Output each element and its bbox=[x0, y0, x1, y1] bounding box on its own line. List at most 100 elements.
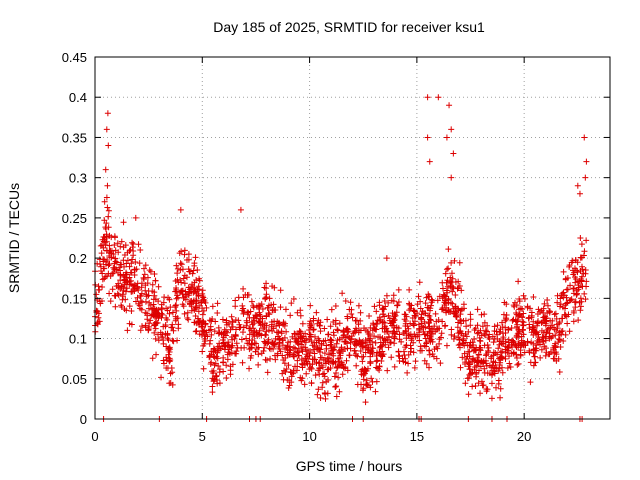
data-point bbox=[557, 344, 564, 351]
x-axis-label: GPS time / hours bbox=[296, 458, 403, 474]
data-point bbox=[155, 306, 162, 313]
data-point bbox=[387, 320, 394, 327]
data-point bbox=[248, 344, 255, 351]
data-point bbox=[465, 328, 472, 335]
data-point bbox=[98, 298, 105, 305]
data-point bbox=[255, 361, 262, 368]
data-point bbox=[190, 267, 197, 274]
data-point bbox=[297, 328, 304, 335]
data-point bbox=[310, 326, 317, 333]
data-point bbox=[478, 311, 485, 318]
data-point bbox=[214, 355, 221, 362]
data-point bbox=[209, 389, 216, 396]
data-point bbox=[556, 329, 563, 336]
data-point bbox=[426, 347, 433, 354]
data-point bbox=[436, 336, 443, 343]
data-point bbox=[429, 330, 436, 337]
data-point bbox=[421, 318, 428, 325]
data-point bbox=[246, 325, 253, 332]
data-point bbox=[349, 314, 356, 321]
data-point bbox=[338, 359, 345, 366]
y-tick-label: 0.15 bbox=[62, 291, 87, 306]
data-point bbox=[256, 309, 263, 316]
data-point bbox=[578, 263, 585, 270]
data-point bbox=[363, 377, 370, 384]
data-point bbox=[159, 331, 166, 338]
data-point bbox=[332, 303, 339, 310]
data-point bbox=[526, 347, 533, 354]
data-point bbox=[380, 319, 387, 326]
data-point bbox=[236, 321, 243, 328]
data-point bbox=[109, 286, 116, 293]
data-point bbox=[371, 303, 378, 310]
data-point bbox=[376, 334, 383, 341]
data-point bbox=[209, 383, 216, 390]
data-point bbox=[373, 353, 380, 360]
data-point bbox=[301, 337, 308, 344]
data-point bbox=[315, 335, 322, 342]
data-point bbox=[499, 369, 506, 376]
data-point bbox=[333, 393, 340, 400]
data-point bbox=[488, 395, 495, 402]
data-point bbox=[103, 126, 110, 133]
data-point bbox=[543, 329, 550, 336]
data-point bbox=[496, 338, 503, 345]
data-point bbox=[261, 344, 268, 351]
y-axis-label: SRMTID / TECUs bbox=[6, 183, 22, 293]
data-point bbox=[132, 214, 139, 221]
data-point bbox=[239, 359, 246, 366]
data-point bbox=[321, 325, 328, 332]
data-point bbox=[117, 272, 124, 279]
data-point bbox=[279, 370, 286, 377]
data-point bbox=[346, 352, 353, 359]
data-point bbox=[544, 302, 551, 309]
data-point bbox=[469, 355, 476, 362]
data-point bbox=[246, 314, 253, 321]
data-point bbox=[461, 360, 468, 367]
data-point bbox=[568, 296, 575, 303]
data-point bbox=[227, 363, 234, 370]
data-point bbox=[248, 298, 255, 305]
data-point bbox=[263, 291, 270, 298]
data-point bbox=[347, 345, 354, 352]
data-point bbox=[497, 394, 504, 401]
data-point bbox=[426, 312, 433, 319]
data-point bbox=[485, 349, 492, 356]
data-point bbox=[538, 319, 545, 326]
data-point bbox=[369, 338, 376, 345]
data-point bbox=[152, 325, 159, 332]
data-point bbox=[571, 285, 578, 292]
data-point bbox=[488, 380, 495, 387]
data-point bbox=[151, 270, 158, 277]
data-point bbox=[481, 342, 488, 349]
data-point bbox=[239, 329, 246, 336]
data-point bbox=[100, 238, 107, 245]
data-point bbox=[214, 300, 221, 307]
data-point bbox=[500, 311, 507, 318]
data-point bbox=[164, 330, 171, 337]
data-point bbox=[417, 347, 424, 354]
data-point bbox=[412, 358, 419, 365]
data-point bbox=[313, 309, 320, 316]
data-point bbox=[516, 306, 523, 313]
data-point bbox=[297, 312, 304, 319]
data-point bbox=[373, 349, 380, 356]
data-point bbox=[328, 342, 335, 349]
data-point bbox=[247, 345, 254, 352]
data-point bbox=[481, 311, 488, 318]
data-point bbox=[188, 303, 195, 310]
data-point bbox=[559, 304, 566, 311]
data-point bbox=[165, 351, 172, 358]
data-point bbox=[201, 333, 208, 340]
data-point bbox=[315, 386, 322, 393]
data-point bbox=[535, 306, 542, 313]
data-point bbox=[394, 302, 401, 309]
data-point bbox=[385, 312, 392, 319]
data-point bbox=[466, 353, 473, 360]
data-point bbox=[262, 295, 269, 302]
data-point bbox=[207, 323, 214, 330]
data-point bbox=[402, 322, 409, 329]
data-points bbox=[92, 94, 590, 422]
data-point bbox=[228, 323, 235, 330]
data-point bbox=[439, 295, 446, 302]
